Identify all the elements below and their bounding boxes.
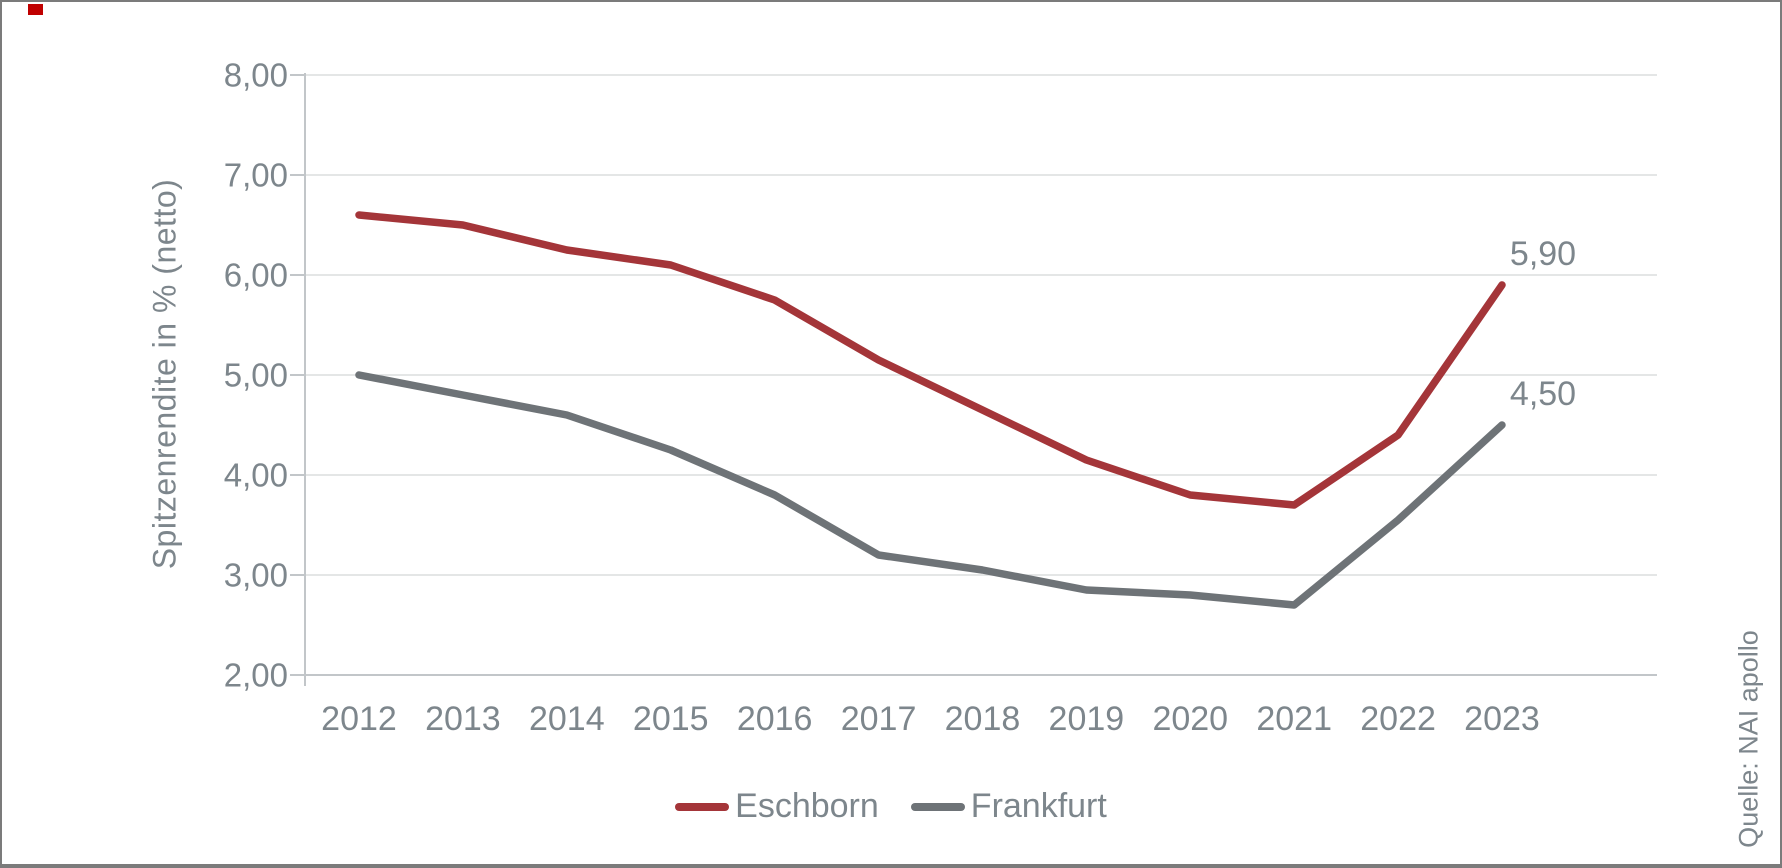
series-end-label-eschborn: 5,90 [1510,235,1576,273]
y-tick-label: 4,00 [224,457,288,494]
x-tick-label: 2013 [425,700,501,738]
legend-label-eschborn: Eschborn [735,787,879,825]
x-tick-label: 2022 [1360,700,1436,738]
source-note: Quelle: NAI apollo [1733,630,1764,848]
y-tick-label: 5,00 [224,357,288,394]
series-line-eschborn [355,211,1506,509]
logo-mark [28,4,43,15]
x-tick-label: 2020 [1152,700,1228,738]
y-tick-label: 2,00 [224,657,288,694]
x-tick-label: 2019 [1049,700,1125,738]
series-end-label-frankfurt: 4,50 [1510,375,1576,413]
legend-item-eschborn: Eschborn [675,787,879,825]
y-tick-label: 3,00 [224,557,288,594]
legend-label-frankfurt: Frankfurt [970,787,1107,825]
legend-swatch-frankfurt [910,802,965,811]
x-tick-label: 2014 [529,700,605,738]
legend-item-frankfurt: Frankfurt [910,787,1107,825]
x-tick-label: 2016 [737,700,813,738]
x-tick-label: 2015 [633,700,709,738]
y-tick-label: 8,00 [224,57,288,94]
y-tick-label: 6,00 [224,257,288,294]
x-tick-label: 2023 [1464,700,1540,738]
y-tick-label: 7,00 [224,157,288,194]
x-tick-label: 2012 [321,700,397,738]
y-axis-title: Spitzenrendite in % (netto) [146,178,183,570]
series-line-frankfurt [355,371,1506,609]
x-tick-label: 2021 [1256,700,1332,738]
x-tick-label: 2018 [945,700,1021,738]
legend-swatch-eschborn [675,802,730,811]
x-tick-label: 2017 [841,700,917,738]
legend: Eschborn Frankfurt [2,787,1780,825]
